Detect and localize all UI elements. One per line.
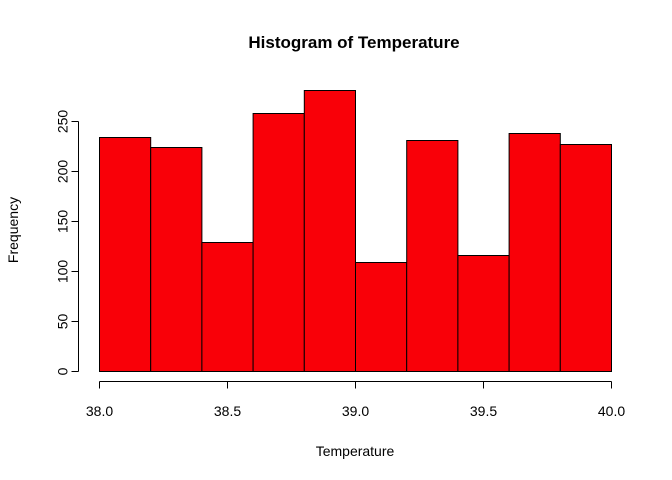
x-tick-label: 39.0 — [342, 403, 369, 419]
y-tick-label: 200 — [55, 160, 71, 184]
histogram-bar — [355, 262, 408, 372]
x-axis-label: Temperature — [316, 443, 395, 459]
y-tick-label: 0 — [55, 367, 71, 375]
histogram-bar — [559, 144, 612, 372]
y-tick-label: 100 — [55, 260, 71, 284]
histogram-bar — [252, 113, 305, 372]
x-axis: 38.0 38.5 39.0 39.5 40.0 — [86, 381, 625, 419]
x-tick-label: 38.5 — [214, 403, 241, 419]
y-tick-label: 250 — [55, 110, 71, 134]
y-axis: 0 50 100 150 200 250 — [55, 110, 79, 375]
histogram-bar — [201, 242, 254, 372]
histogram-bar — [508, 133, 561, 372]
x-tick-label: 40.0 — [598, 403, 625, 419]
chart-title: Histogram of Temperature — [248, 33, 459, 52]
bars-group — [99, 90, 612, 372]
histogram-bar — [457, 255, 510, 372]
y-tick-label: 150 — [55, 210, 71, 234]
histogram-bar — [99, 137, 152, 372]
y-tick-label: 50 — [55, 314, 71, 330]
x-tick-label: 39.5 — [470, 403, 497, 419]
histogram-bar — [150, 147, 203, 372]
x-tick-label: 38.0 — [86, 403, 113, 419]
histogram-bar — [406, 140, 459, 372]
y-axis-label: Frequency — [5, 197, 21, 263]
histogram-bar — [303, 90, 356, 372]
